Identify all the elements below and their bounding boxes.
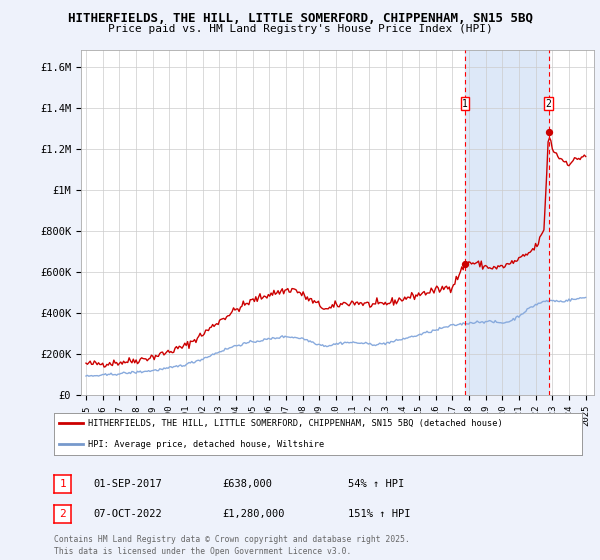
Text: Contains HM Land Registry data © Crown copyright and database right 2025.
This d: Contains HM Land Registry data © Crown c… <box>54 535 410 556</box>
Text: 54% ↑ HPI: 54% ↑ HPI <box>348 479 404 489</box>
Text: 2: 2 <box>59 509 66 519</box>
Text: 1: 1 <box>462 99 468 109</box>
Point <box>544 128 553 137</box>
Point <box>460 259 470 268</box>
Text: 07-OCT-2022: 07-OCT-2022 <box>93 509 162 519</box>
Text: Price paid vs. HM Land Registry's House Price Index (HPI): Price paid vs. HM Land Registry's House … <box>107 24 493 34</box>
Text: 1: 1 <box>59 479 66 489</box>
Text: HPI: Average price, detached house, Wiltshire: HPI: Average price, detached house, Wilt… <box>88 440 325 449</box>
Text: 151% ↑ HPI: 151% ↑ HPI <box>348 509 410 519</box>
Text: HITHERFIELDS, THE HILL, LITTLE SOMERFORD, CHIPPENHAM, SN15 5BQ: HITHERFIELDS, THE HILL, LITTLE SOMERFORD… <box>67 12 533 25</box>
Text: 01-SEP-2017: 01-SEP-2017 <box>93 479 162 489</box>
Text: 2: 2 <box>545 99 551 109</box>
Text: HITHERFIELDS, THE HILL, LITTLE SOMERFORD, CHIPPENHAM, SN15 5BQ (detached house): HITHERFIELDS, THE HILL, LITTLE SOMERFORD… <box>88 419 503 428</box>
Text: £1,280,000: £1,280,000 <box>222 509 284 519</box>
Text: £638,000: £638,000 <box>222 479 272 489</box>
Bar <box>465 50 548 395</box>
